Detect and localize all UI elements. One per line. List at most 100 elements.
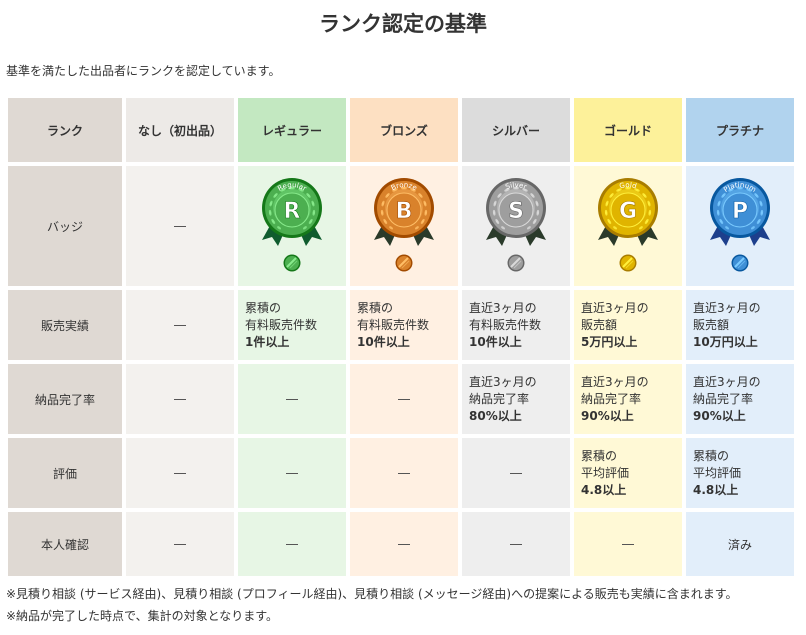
badge-bronze-cell: Bronze B: [350, 166, 458, 286]
regular-badge: Regular R: [238, 166, 346, 286]
criteria-line: 平均評価: [693, 465, 742, 480]
identity-bronze-cell: [350, 512, 458, 576]
header-bronze: ブロンズ: [350, 98, 458, 162]
criteria-line: 直近3ヶ月の: [581, 374, 649, 389]
regular-medal-icon: Regular R: [262, 178, 322, 246]
delivery-regular-cell: [238, 364, 346, 434]
header-rank: ランク: [8, 98, 122, 162]
criteria-line: 累積の: [693, 448, 730, 463]
dash-mark: [398, 473, 410, 474]
row-label-identity: 本人確認: [8, 512, 122, 576]
platinum-badge-letter: P: [732, 199, 748, 224]
dash-mark: [174, 399, 186, 400]
criteria-line: 有料販売件数: [245, 317, 318, 332]
badge-regular-cell: Regular R: [238, 166, 346, 286]
criteria-line: 直近3ヶ月の: [469, 374, 537, 389]
intro-text: 基準を満たした出品者にランクを認定しています。: [6, 64, 281, 78]
badge-platinum-cell: Platinum P: [686, 166, 794, 286]
sales-row: 販売実績 累積の 有料販売件数 1件以上 累積の 有料販売件数 10件以上 直近…: [8, 290, 794, 360]
rank-criteria-table: ランク なし（初出品） レギュラー ブロンズ シルバー ゴールド プラチナ バッ…: [4, 94, 798, 580]
silver-badge-letter: S: [508, 199, 524, 224]
criteria-value: 10件以上: [357, 334, 410, 349]
platinum-medal-icon: Platinum P: [710, 178, 770, 246]
criteria-value: 90%以上: [581, 408, 634, 423]
header-gold: ゴールド: [574, 98, 682, 162]
criteria-line: 平均評価: [581, 465, 630, 480]
sales-platinum-cell: 直近3ヶ月の 販売額 10万円以上: [686, 290, 794, 360]
identity-platinum-cell: 済み: [686, 512, 794, 576]
criteria-line: 直近3ヶ月の: [693, 300, 761, 315]
dash-mark: [398, 399, 410, 400]
bronze-medal-icon: Bronze B: [374, 178, 434, 246]
footnotes: ※見積り相談 (サービス経由)、見積り相談 (プロフィール経由)、見積り相談 (…: [6, 583, 738, 627]
silver-ribbon-text: Silver: [504, 181, 528, 191]
criteria-line: 納品完了率: [469, 391, 530, 406]
evaluation-silver-cell: [462, 438, 570, 508]
evaluation-bronze-cell: [350, 438, 458, 508]
criteria-line: 有料販売件数: [469, 317, 542, 332]
criteria-line: 有料販売件数: [357, 317, 430, 332]
evaluation-regular-cell: [238, 438, 346, 508]
badge-silver-cell: Silver S: [462, 166, 570, 286]
badge-gold-cell: Gold G: [574, 166, 682, 286]
delivery-bronze-cell: [350, 364, 458, 434]
evaluation-row: 評価 累積の 平均評価 4.8以上 累積の 平均評価 4.8以上: [8, 438, 794, 508]
page-title: ランク認定の基準: [319, 12, 487, 36]
delivery-platinum-cell: 直近3ヶ月の 納品完了率 90%以上: [686, 364, 794, 434]
criteria-line: 直近3ヶ月の: [693, 374, 761, 389]
criteria-value: 90%以上: [693, 408, 746, 423]
criteria-line: 販売額: [581, 317, 618, 332]
bronze-ribbon-text: Bronze: [390, 181, 418, 192]
evaluation-none-cell: [126, 438, 234, 508]
criteria-line: 累積の: [581, 448, 618, 463]
row-label-delivery: 納品完了率: [8, 364, 122, 434]
silver-badge: Silver S: [462, 166, 570, 286]
criteria-value: 1件以上: [245, 334, 290, 349]
bronze-small-icon: [395, 254, 413, 272]
silver-small-icon: [507, 254, 525, 272]
dash-mark: [510, 473, 522, 474]
dash-mark: [286, 399, 298, 400]
evaluation-gold-cell: 累積の 平均評価 4.8以上: [574, 438, 682, 508]
dash-mark: [398, 544, 410, 545]
sales-bronze-cell: 累積の 有料販売件数 10件以上: [350, 290, 458, 360]
identity-regular-cell: [238, 512, 346, 576]
sales-gold-cell: 直近3ヶ月の 販売額 5万円以上: [574, 290, 682, 360]
platinum-ribbon-text: Platinum: [722, 181, 757, 194]
row-label-badge: バッジ: [8, 166, 122, 286]
criteria-value: 4.8以上: [693, 482, 739, 497]
criteria-value: 80%以上: [469, 408, 522, 423]
criteria-line: 納品完了率: [693, 391, 754, 406]
criteria-line: 直近3ヶ月の: [469, 300, 537, 315]
sales-regular-cell: 累積の 有料販売件数 1件以上: [238, 290, 346, 360]
identity-gold-cell: [574, 512, 682, 576]
identity-silver-cell: [462, 512, 570, 576]
header-silver: シルバー: [462, 98, 570, 162]
header-regular: レギュラー: [238, 98, 346, 162]
regular-badge-letter: R: [284, 199, 301, 224]
evaluation-platinum-cell: 累積の 平均評価 4.8以上: [686, 438, 794, 508]
criteria-value: 10万円以上: [693, 334, 758, 349]
header-row: ランク なし（初出品） レギュラー ブロンズ シルバー ゴールド プラチナ: [8, 98, 794, 162]
identity-none-cell: [126, 512, 234, 576]
dash-mark: [174, 226, 186, 227]
dash-mark: [286, 473, 298, 474]
badge-none-cell: [126, 166, 234, 286]
header-none: なし（初出品）: [126, 98, 234, 162]
criteria-line: 納品完了率: [581, 391, 642, 406]
delivery-gold-cell: 直近3ヶ月の 納品完了率 90%以上: [574, 364, 682, 434]
delivery-none-cell: [126, 364, 234, 434]
criteria-line: 直近3ヶ月の: [581, 300, 649, 315]
identity-row: 本人確認 済み: [8, 512, 794, 576]
footnote: ※見積り相談 (サービス経由)、見積り相談 (プロフィール経由)、見積り相談 (…: [6, 587, 738, 601]
dash-mark: [286, 544, 298, 545]
dash-mark: [174, 325, 186, 326]
dash-mark: [174, 544, 186, 545]
bronze-badge-letter: B: [396, 199, 413, 224]
gold-badge: Gold G: [574, 166, 682, 286]
bronze-badge: Bronze B: [350, 166, 458, 286]
regular-ribbon-text: Regular: [276, 181, 308, 193]
header-platinum: プラチナ: [686, 98, 794, 162]
platinum-badge: Platinum P: [686, 166, 794, 286]
silver-medal-icon: Silver S: [486, 178, 546, 246]
